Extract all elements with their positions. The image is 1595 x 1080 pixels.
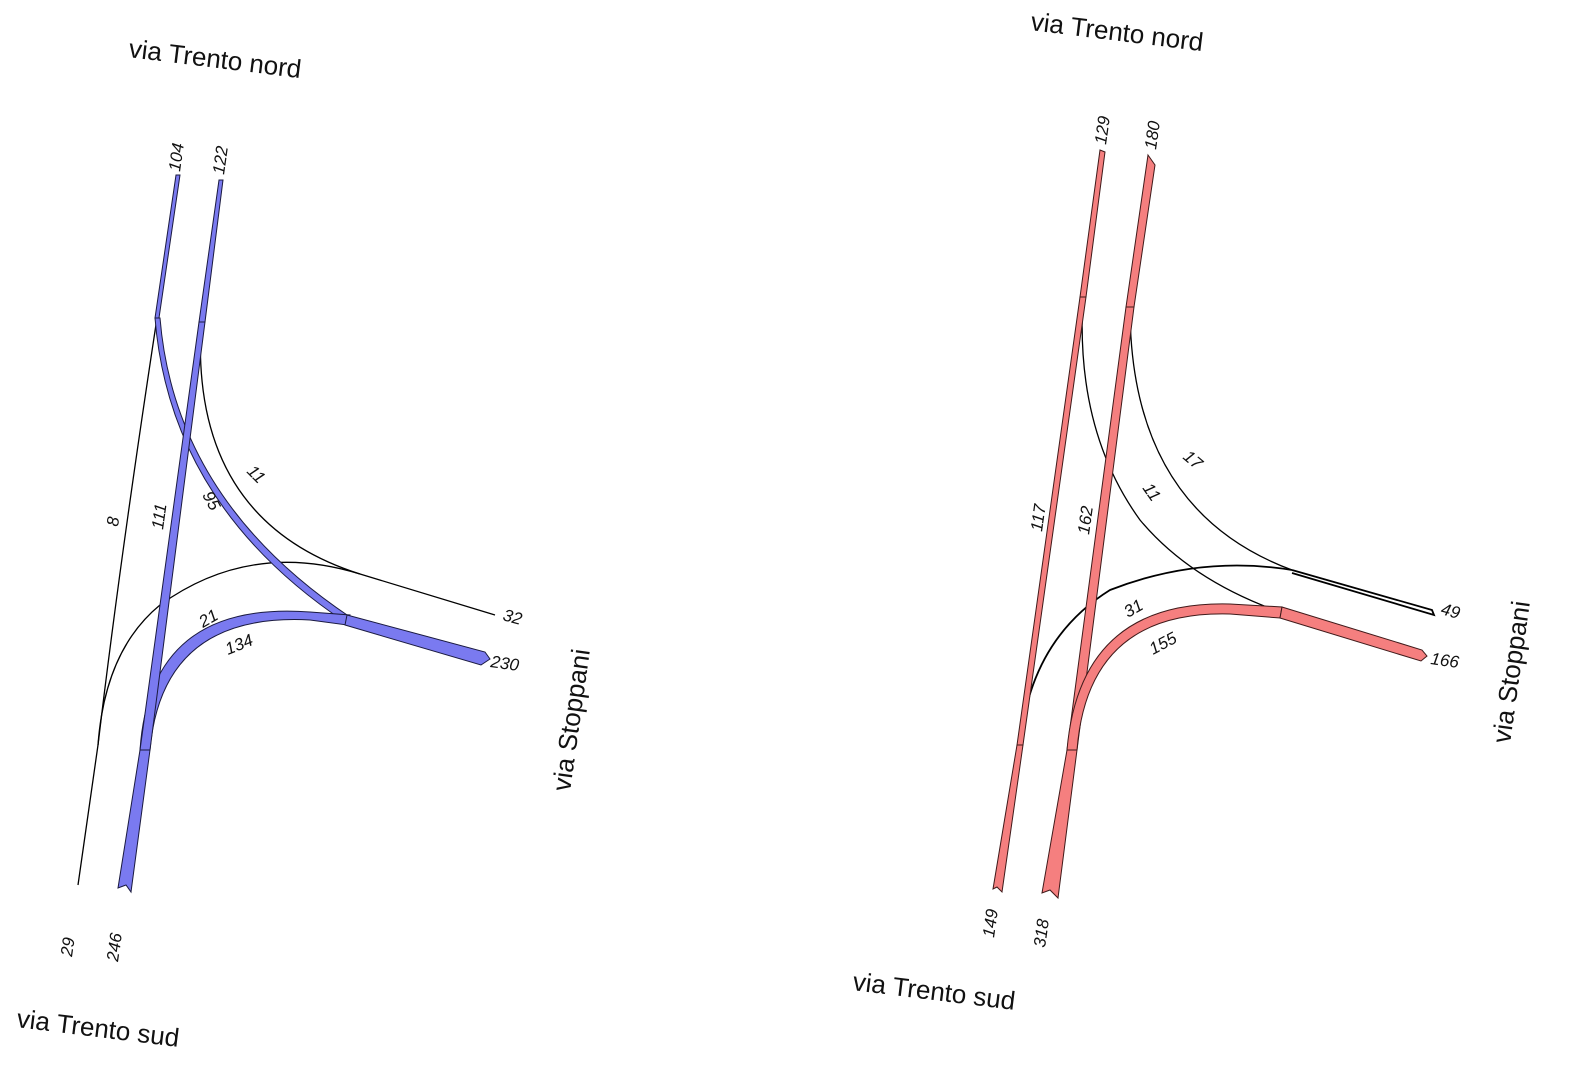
left-value-south-in: 29 bbox=[57, 936, 79, 959]
right-label-east: via Stoppani bbox=[1486, 599, 1536, 745]
right-stub-north-in bbox=[1079, 149, 1106, 298]
right-value-e-to-n: 17 bbox=[1179, 447, 1206, 474]
left-flow-south-to-north bbox=[139, 321, 206, 751]
right-value-north-in: 129 bbox=[1091, 114, 1114, 145]
left-intersection-diagram: via Trento nord via Trento sud via Stopp… bbox=[15, 33, 596, 1053]
left-stub-north-in bbox=[154, 174, 181, 319]
right-label-south: via Trento sud bbox=[851, 966, 1017, 1016]
right-flow-east-to-south bbox=[1019, 564, 1293, 746]
right-value-east-out: 166 bbox=[1429, 649, 1460, 672]
left-value-n-to-s: 8 bbox=[103, 515, 123, 528]
left-value-east-out: 230 bbox=[488, 652, 520, 675]
left-value-s-to-e: 134 bbox=[222, 630, 255, 658]
left-value-north-out: 122 bbox=[209, 144, 232, 175]
right-value-e-to-s: 31 bbox=[1121, 596, 1147, 622]
right-flow-north-to-east bbox=[1081, 296, 1281, 613]
right-label-north: via Trento nord bbox=[1029, 6, 1205, 57]
left-label-south: via Trento sud bbox=[15, 1003, 181, 1053]
right-value-s-to-n: 162 bbox=[1074, 504, 1097, 535]
right-value-south-out: 318 bbox=[1030, 917, 1053, 948]
right-stub-east-out bbox=[1279, 606, 1428, 662]
right-value-n-to-e: 11 bbox=[1139, 479, 1165, 504]
left-flow-north-to-south bbox=[77, 317, 158, 886]
right-value-south-in: 149 bbox=[979, 907, 1002, 938]
right-stub-north-out bbox=[1125, 153, 1156, 308]
right-value-n-to-s: 117 bbox=[1027, 503, 1050, 533]
left-value-north-in: 104 bbox=[165, 142, 188, 173]
right-flow-east-to-north bbox=[1129, 306, 1293, 571]
right-value-east-in: 49 bbox=[1439, 600, 1463, 623]
left-stub-east-out bbox=[344, 614, 491, 666]
left-value-east-in: 32 bbox=[501, 606, 525, 629]
left-label-east: via Stoppani bbox=[546, 647, 596, 793]
right-intersection-diagram: via Trento nord via Trento sud via Stopp… bbox=[851, 6, 1536, 1016]
right-stub-south-out bbox=[1041, 749, 1078, 900]
left-value-s-to-n: 111 bbox=[148, 502, 170, 530]
left-value-south-out: 246 bbox=[103, 931, 126, 963]
right-value-s-to-e: 155 bbox=[1146, 628, 1180, 658]
right-stub-east-in bbox=[1291, 569, 1436, 617]
left-value-e-to-n: 11 bbox=[243, 461, 269, 487]
left-flow-east-to-north bbox=[199, 321, 496, 616]
right-value-north-out: 180 bbox=[1141, 119, 1164, 150]
left-stub-north-out bbox=[198, 179, 224, 323]
left-label-north: via Trento nord bbox=[127, 33, 303, 84]
left-stub-south-out bbox=[117, 749, 151, 894]
right-flow-south-to-east bbox=[1066, 603, 1283, 751]
right-stub-south-out-117 bbox=[992, 744, 1024, 894]
